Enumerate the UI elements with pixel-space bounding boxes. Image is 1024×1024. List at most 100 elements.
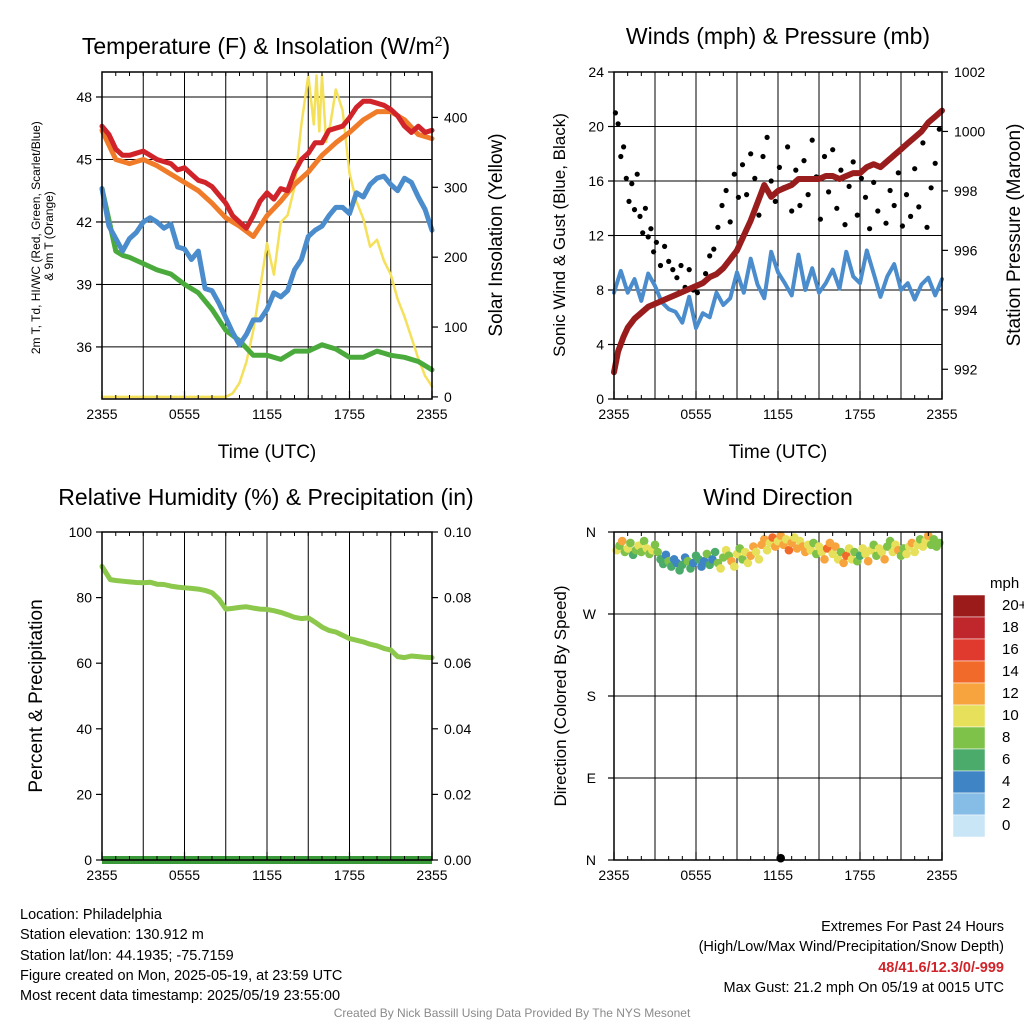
wind-gust-point [850, 159, 856, 165]
wind-gust-point [875, 208, 881, 214]
wind-direction-point [880, 555, 889, 564]
speed-legend-swatch [952, 682, 986, 706]
wind-direction-point [828, 549, 837, 559]
speed-legend-swatch [952, 792, 986, 816]
temperature-ylabel-right: Solar Insolation (Yellow) [486, 133, 507, 336]
wind-gust-point [883, 220, 889, 226]
wind-gust-point [631, 207, 638, 213]
wind-gust-point [805, 192, 811, 198]
temp-2m-line [99, 98, 435, 231]
wind-gust-point [768, 178, 774, 184]
speed-legend-label: 10 [1002, 707, 1019, 724]
speed-legend-label: 6 [1002, 751, 1010, 768]
speed-legend-swatch [952, 616, 986, 640]
wind-gust-point [756, 212, 762, 218]
wind-direction-point [702, 549, 712, 559]
speed-legend-label: 0 [1002, 817, 1010, 834]
wind-gust-point [735, 194, 742, 200]
extremes-heading: Extremes For Past 24 Hours [821, 919, 1004, 935]
wind-gust-point [727, 219, 733, 225]
wind-direction-point [617, 536, 627, 546]
temperature-y2-tick-label: 300 [444, 179, 468, 195]
wind-direction-x-tick-label: 1155 [763, 867, 793, 883]
wind-gust-point [715, 224, 721, 230]
winds-x-tick-label: 2355 [598, 406, 629, 422]
wind-direction-point [784, 545, 794, 555]
wind-gust-point [895, 170, 901, 176]
wind-gust-point [899, 223, 906, 229]
wind-direction-point [639, 536, 649, 546]
extremes-values: 48/41.6/12.3/0/-999 [878, 959, 1004, 976]
wind-gust-point [936, 126, 942, 132]
speed-legend-label: 4 [1002, 773, 1010, 790]
wind-gust-point [626, 198, 632, 204]
temperature-y-tick-label: 45 [76, 151, 92, 167]
winds-ylabel: Sonic Wind & Gust (Blue, Black) [550, 113, 569, 357]
wind-direction-point [902, 549, 911, 559]
temperature-ylabel-line-1: 2m T, Td, HI/WC (Red, Green, Scarlet/Blu… [29, 121, 43, 354]
wind-gust-point [760, 153, 766, 160]
wind-gust-point [719, 202, 725, 209]
humidity-x-tick-label: 1755 [334, 867, 365, 883]
winds-y2-tick-label: 994 [954, 302, 978, 318]
wind-gust-point [678, 262, 684, 269]
wind-gust-point [826, 189, 832, 195]
wind-direction-y-tick-label: W [583, 606, 597, 622]
humidity-x-tick-label: 1155 [252, 867, 282, 883]
winds-frame [613, 71, 943, 400]
winds-x-tick-label: 2355 [926, 406, 957, 422]
station-info: Location: Philadelphia Station elevation… [20, 905, 342, 1006]
winds-x-tick-label: 1155 [763, 406, 793, 422]
wind-gust-point [707, 253, 713, 259]
wind-gust-point [809, 137, 815, 143]
speed-legend-swatch [952, 814, 986, 838]
wind-gust-point [867, 226, 873, 232]
wind-direction-point [910, 547, 919, 557]
wind-direction-point [716, 564, 725, 573]
humidity-title: Relative Humidity (%) & Precipitation (i… [58, 484, 473, 510]
wind-gust-point [785, 144, 791, 150]
wind-direction-point [751, 547, 761, 557]
wind-gust-point [817, 216, 824, 222]
temperature-x-tick-label: 2355 [86, 406, 117, 422]
wind-gust-point [748, 151, 754, 157]
wind-gust-point [932, 160, 938, 166]
wind-gust-point [801, 158, 807, 164]
wind-direction-title: Wind Direction [703, 484, 853, 510]
winds-y-tick-label: 8 [596, 282, 604, 298]
created-text: Figure created on Mon, 2025-05-19, at 23… [20, 967, 343, 984]
wind-gust-point [834, 205, 840, 211]
wind-gust-point [637, 213, 643, 219]
wind-gust-point [862, 194, 869, 200]
winds-ylabel-right: Station Pressure (Maroon) [1004, 124, 1024, 347]
wind-direction-point [820, 555, 829, 564]
wind-gust-point [686, 267, 692, 273]
wind-gust-point [640, 230, 646, 236]
humidity-y-tick-label: 100 [69, 524, 93, 540]
winds-plot-area: 0 4 8 12 16 20 24 992 994 996 998 1000 1002 2355 0555 1… [588, 64, 985, 422]
wind-direction-point [839, 558, 848, 568]
wind-gust-point [723, 187, 729, 194]
wind-direction-x-tick-label: 2355 [598, 867, 629, 883]
wind-direction-point [626, 538, 635, 548]
humidity-x-tick-label: 2355 [416, 867, 447, 883]
wind-gust-point [666, 258, 672, 264]
temperature-panel: Temperature (F) & Insolation (W/m2) 36 39… [29, 33, 507, 463]
wind-direction-point [650, 540, 660, 550]
wind-gust-point [830, 147, 836, 153]
wind-gust-point [789, 208, 795, 214]
wind-direction-y-tick-label: N [586, 524, 596, 540]
winds-panel: Winds (mph) & Pressure (mb) 0 4 8 12 16 20 24 9… [550, 23, 1024, 463]
temp-9m-line [99, 109, 435, 239]
temperature-y-tick-label: 39 [76, 276, 92, 292]
wind-gust-point [821, 153, 828, 160]
wind-direction-x-tick-label: 0555 [680, 867, 711, 883]
extremes-info: Extremes For Past 24 Hours (High/Low/Max… [699, 917, 1004, 998]
wind-gust-point [838, 167, 844, 173]
speed-legend-label: 14 [1002, 663, 1019, 680]
wind-gust-point [731, 171, 737, 177]
temperature-y-tick-label: 36 [76, 339, 92, 355]
temperature-y-tick-label: 48 [76, 89, 92, 105]
